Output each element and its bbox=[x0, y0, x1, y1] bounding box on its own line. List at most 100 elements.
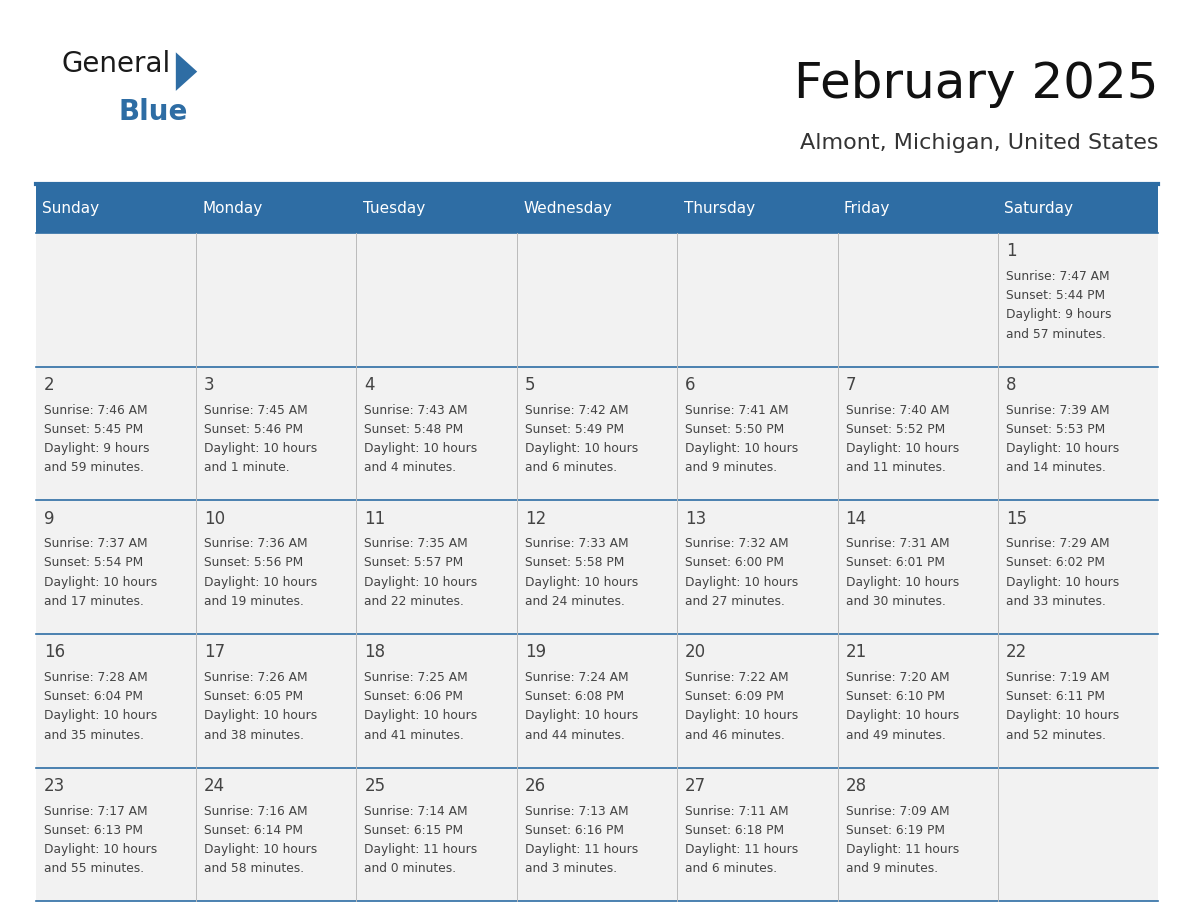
Text: 23: 23 bbox=[44, 777, 65, 795]
Text: Sunset: 6:18 PM: Sunset: 6:18 PM bbox=[685, 823, 784, 837]
Text: Sunset: 6:02 PM: Sunset: 6:02 PM bbox=[1006, 556, 1105, 569]
Text: Sunrise: 7:13 AM: Sunrise: 7:13 AM bbox=[525, 804, 628, 818]
Text: 13: 13 bbox=[685, 509, 707, 528]
Text: Friday: Friday bbox=[843, 201, 890, 216]
Text: and 38 minutes.: and 38 minutes. bbox=[204, 729, 304, 742]
Text: Sunset: 6:14 PM: Sunset: 6:14 PM bbox=[204, 823, 303, 837]
Text: Sunrise: 7:36 AM: Sunrise: 7:36 AM bbox=[204, 537, 308, 550]
Text: and 6 minutes.: and 6 minutes. bbox=[525, 462, 617, 475]
Text: February 2025: February 2025 bbox=[794, 60, 1158, 107]
Text: Daylight: 9 hours: Daylight: 9 hours bbox=[44, 442, 150, 455]
Text: Sunrise: 7:35 AM: Sunrise: 7:35 AM bbox=[365, 537, 468, 550]
Text: Sunrise: 7:47 AM: Sunrise: 7:47 AM bbox=[1006, 270, 1110, 283]
Text: Daylight: 10 hours: Daylight: 10 hours bbox=[525, 442, 638, 455]
Text: Daylight: 10 hours: Daylight: 10 hours bbox=[44, 576, 157, 588]
Text: Daylight: 10 hours: Daylight: 10 hours bbox=[1006, 710, 1119, 722]
Text: 16: 16 bbox=[44, 644, 65, 661]
Text: Daylight: 11 hours: Daylight: 11 hours bbox=[365, 843, 478, 856]
Text: Daylight: 10 hours: Daylight: 10 hours bbox=[204, 576, 317, 588]
Text: Sunrise: 7:11 AM: Sunrise: 7:11 AM bbox=[685, 804, 789, 818]
Text: Daylight: 11 hours: Daylight: 11 hours bbox=[685, 843, 798, 856]
Text: Sunset: 6:16 PM: Sunset: 6:16 PM bbox=[525, 823, 624, 837]
Text: Sunrise: 7:31 AM: Sunrise: 7:31 AM bbox=[846, 537, 949, 550]
Text: Sunrise: 7:26 AM: Sunrise: 7:26 AM bbox=[204, 671, 308, 684]
Text: Sunrise: 7:16 AM: Sunrise: 7:16 AM bbox=[204, 804, 308, 818]
Text: 10: 10 bbox=[204, 509, 226, 528]
Text: Sunset: 6:01 PM: Sunset: 6:01 PM bbox=[846, 556, 944, 569]
Text: 26: 26 bbox=[525, 777, 546, 795]
Text: Sunrise: 7:20 AM: Sunrise: 7:20 AM bbox=[846, 671, 949, 684]
Text: and 33 minutes.: and 33 minutes. bbox=[1006, 595, 1106, 608]
Text: Daylight: 10 hours: Daylight: 10 hours bbox=[365, 576, 478, 588]
Text: Sunrise: 7:32 AM: Sunrise: 7:32 AM bbox=[685, 537, 789, 550]
Text: Monday: Monday bbox=[202, 201, 263, 216]
Text: and 4 minutes.: and 4 minutes. bbox=[365, 462, 456, 475]
Text: and 46 minutes.: and 46 minutes. bbox=[685, 729, 785, 742]
Text: 3: 3 bbox=[204, 376, 215, 394]
Text: Sunrise: 7:46 AM: Sunrise: 7:46 AM bbox=[44, 404, 147, 417]
Text: Sunrise: 7:19 AM: Sunrise: 7:19 AM bbox=[1006, 671, 1110, 684]
Text: Tuesday: Tuesday bbox=[362, 201, 425, 216]
Text: Sunrise: 7:42 AM: Sunrise: 7:42 AM bbox=[525, 404, 628, 417]
Text: Sunset: 6:05 PM: Sunset: 6:05 PM bbox=[204, 690, 303, 703]
Text: Sunset: 6:13 PM: Sunset: 6:13 PM bbox=[44, 823, 143, 837]
Text: Sunset: 5:44 PM: Sunset: 5:44 PM bbox=[1006, 289, 1105, 302]
Text: 4: 4 bbox=[365, 376, 375, 394]
Text: and 52 minutes.: and 52 minutes. bbox=[1006, 729, 1106, 742]
Text: Sunset: 5:58 PM: Sunset: 5:58 PM bbox=[525, 556, 624, 569]
Text: 14: 14 bbox=[846, 509, 867, 528]
Text: and 55 minutes.: and 55 minutes. bbox=[44, 862, 144, 876]
Text: Daylight: 10 hours: Daylight: 10 hours bbox=[846, 442, 959, 455]
Text: and 9 minutes.: and 9 minutes. bbox=[685, 462, 777, 475]
Text: Sunset: 6:15 PM: Sunset: 6:15 PM bbox=[365, 823, 463, 837]
Text: 15: 15 bbox=[1006, 509, 1028, 528]
Text: Saturday: Saturday bbox=[1004, 201, 1073, 216]
Text: 25: 25 bbox=[365, 777, 386, 795]
Text: General: General bbox=[62, 50, 171, 79]
Text: and 27 minutes.: and 27 minutes. bbox=[685, 595, 785, 608]
Text: Daylight: 10 hours: Daylight: 10 hours bbox=[204, 843, 317, 856]
Text: 11: 11 bbox=[365, 509, 386, 528]
Text: 27: 27 bbox=[685, 777, 707, 795]
Text: Sunset: 6:11 PM: Sunset: 6:11 PM bbox=[1006, 690, 1105, 703]
Text: Sunset: 5:49 PM: Sunset: 5:49 PM bbox=[525, 423, 624, 436]
Text: and 0 minutes.: and 0 minutes. bbox=[365, 862, 456, 876]
Text: and 41 minutes.: and 41 minutes. bbox=[365, 729, 465, 742]
Text: Sunset: 6:06 PM: Sunset: 6:06 PM bbox=[365, 690, 463, 703]
Text: Sunrise: 7:41 AM: Sunrise: 7:41 AM bbox=[685, 404, 789, 417]
Text: 9: 9 bbox=[44, 509, 55, 528]
Text: 5: 5 bbox=[525, 376, 536, 394]
Text: Daylight: 9 hours: Daylight: 9 hours bbox=[1006, 308, 1112, 321]
Text: Sunrise: 7:24 AM: Sunrise: 7:24 AM bbox=[525, 671, 628, 684]
Text: and 58 minutes.: and 58 minutes. bbox=[204, 862, 304, 876]
Text: Sunset: 5:56 PM: Sunset: 5:56 PM bbox=[204, 556, 303, 569]
Text: Sunset: 6:00 PM: Sunset: 6:00 PM bbox=[685, 556, 784, 569]
Text: Sunset: 6:08 PM: Sunset: 6:08 PM bbox=[525, 690, 624, 703]
Text: 28: 28 bbox=[846, 777, 867, 795]
Text: Daylight: 10 hours: Daylight: 10 hours bbox=[846, 576, 959, 588]
Text: Sunset: 6:10 PM: Sunset: 6:10 PM bbox=[846, 690, 944, 703]
Text: Sunset: 5:53 PM: Sunset: 5:53 PM bbox=[1006, 423, 1105, 436]
Text: and 9 minutes.: and 9 minutes. bbox=[846, 862, 937, 876]
Text: and 11 minutes.: and 11 minutes. bbox=[846, 462, 946, 475]
Text: Sunday: Sunday bbox=[42, 201, 99, 216]
Text: Sunrise: 7:45 AM: Sunrise: 7:45 AM bbox=[204, 404, 308, 417]
Text: and 3 minutes.: and 3 minutes. bbox=[525, 862, 617, 876]
Text: Sunrise: 7:40 AM: Sunrise: 7:40 AM bbox=[846, 404, 949, 417]
Text: Sunset: 5:45 PM: Sunset: 5:45 PM bbox=[44, 423, 143, 436]
Text: 22: 22 bbox=[1006, 644, 1028, 661]
Text: Daylight: 10 hours: Daylight: 10 hours bbox=[1006, 576, 1119, 588]
Text: Sunrise: 7:29 AM: Sunrise: 7:29 AM bbox=[1006, 537, 1110, 550]
Text: Daylight: 10 hours: Daylight: 10 hours bbox=[685, 710, 798, 722]
Text: Thursday: Thursday bbox=[683, 201, 754, 216]
Text: Daylight: 10 hours: Daylight: 10 hours bbox=[365, 710, 478, 722]
Text: Sunrise: 7:17 AM: Sunrise: 7:17 AM bbox=[44, 804, 147, 818]
Text: Sunrise: 7:33 AM: Sunrise: 7:33 AM bbox=[525, 537, 628, 550]
Text: Daylight: 10 hours: Daylight: 10 hours bbox=[525, 710, 638, 722]
Text: Daylight: 10 hours: Daylight: 10 hours bbox=[44, 710, 157, 722]
Text: Sunrise: 7:28 AM: Sunrise: 7:28 AM bbox=[44, 671, 147, 684]
Text: Daylight: 10 hours: Daylight: 10 hours bbox=[204, 442, 317, 455]
Text: and 6 minutes.: and 6 minutes. bbox=[685, 862, 777, 876]
Text: 20: 20 bbox=[685, 644, 707, 661]
Text: Daylight: 10 hours: Daylight: 10 hours bbox=[44, 843, 157, 856]
